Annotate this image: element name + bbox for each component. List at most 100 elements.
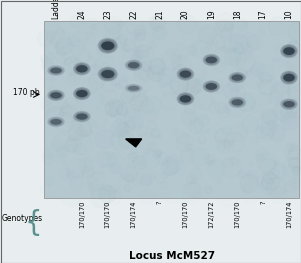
- Ellipse shape: [125, 59, 143, 71]
- Text: 21: 21: [155, 9, 164, 19]
- Ellipse shape: [284, 47, 294, 55]
- Ellipse shape: [282, 100, 296, 109]
- Ellipse shape: [48, 90, 64, 100]
- Text: 10: 10: [284, 9, 293, 19]
- Ellipse shape: [127, 61, 141, 70]
- Ellipse shape: [180, 95, 191, 103]
- Ellipse shape: [176, 92, 194, 105]
- Ellipse shape: [76, 65, 87, 73]
- Ellipse shape: [229, 97, 245, 108]
- Ellipse shape: [74, 63, 89, 74]
- Polygon shape: [126, 139, 142, 147]
- Text: 23: 23: [103, 9, 112, 19]
- Ellipse shape: [204, 55, 219, 65]
- Ellipse shape: [76, 113, 88, 120]
- Ellipse shape: [50, 118, 62, 125]
- Ellipse shape: [178, 93, 193, 104]
- Ellipse shape: [281, 44, 297, 58]
- Ellipse shape: [101, 69, 115, 79]
- Ellipse shape: [231, 73, 244, 82]
- Ellipse shape: [127, 85, 141, 92]
- Ellipse shape: [281, 45, 296, 57]
- Ellipse shape: [48, 117, 64, 127]
- Ellipse shape: [99, 68, 116, 80]
- Ellipse shape: [282, 46, 296, 57]
- Text: 19: 19: [207, 9, 216, 19]
- Text: 18: 18: [233, 9, 242, 19]
- Ellipse shape: [281, 99, 296, 109]
- Ellipse shape: [228, 72, 246, 83]
- Ellipse shape: [203, 54, 219, 66]
- Ellipse shape: [47, 65, 65, 76]
- Ellipse shape: [281, 71, 297, 84]
- Text: ?: ?: [260, 201, 266, 205]
- Ellipse shape: [231, 74, 243, 81]
- Ellipse shape: [178, 69, 193, 80]
- Ellipse shape: [100, 68, 116, 80]
- Ellipse shape: [283, 100, 295, 108]
- Ellipse shape: [49, 91, 63, 100]
- Ellipse shape: [74, 112, 89, 122]
- Ellipse shape: [205, 82, 218, 91]
- Ellipse shape: [283, 101, 295, 107]
- Ellipse shape: [99, 39, 116, 53]
- Text: Ladder: Ladder: [51, 0, 61, 19]
- Ellipse shape: [76, 64, 88, 73]
- Ellipse shape: [283, 47, 295, 55]
- Ellipse shape: [180, 95, 191, 103]
- Ellipse shape: [280, 70, 298, 85]
- Ellipse shape: [50, 68, 62, 73]
- Text: 170/170: 170/170: [79, 201, 85, 229]
- Text: 170 pb: 170 pb: [13, 88, 40, 97]
- Ellipse shape: [73, 62, 91, 75]
- Ellipse shape: [50, 67, 62, 74]
- Ellipse shape: [74, 63, 90, 75]
- Ellipse shape: [73, 87, 91, 100]
- Ellipse shape: [74, 88, 89, 99]
- Ellipse shape: [48, 90, 64, 101]
- Text: ?: ?: [157, 201, 163, 205]
- Ellipse shape: [180, 70, 191, 78]
- Ellipse shape: [50, 92, 62, 99]
- Ellipse shape: [283, 73, 295, 83]
- Ellipse shape: [177, 93, 194, 105]
- Ellipse shape: [206, 57, 217, 63]
- Ellipse shape: [205, 55, 218, 65]
- Ellipse shape: [48, 118, 64, 126]
- Ellipse shape: [283, 74, 295, 82]
- Ellipse shape: [101, 40, 115, 51]
- Text: 170/170: 170/170: [182, 201, 188, 229]
- Ellipse shape: [76, 65, 88, 72]
- Ellipse shape: [76, 89, 88, 98]
- Text: 172/172: 172/172: [208, 201, 214, 229]
- Text: 24: 24: [77, 9, 86, 19]
- Text: Genotypes: Genotypes: [2, 214, 43, 223]
- Text: 17: 17: [259, 9, 268, 19]
- Ellipse shape: [128, 86, 139, 91]
- Ellipse shape: [75, 64, 89, 74]
- Ellipse shape: [202, 54, 220, 66]
- Ellipse shape: [126, 84, 142, 92]
- Ellipse shape: [281, 72, 296, 84]
- Bar: [44, 21, 299, 198]
- Ellipse shape: [280, 44, 298, 58]
- Ellipse shape: [100, 40, 116, 52]
- Text: 22: 22: [129, 9, 138, 19]
- Ellipse shape: [102, 70, 114, 79]
- Ellipse shape: [101, 70, 114, 78]
- Ellipse shape: [205, 82, 217, 91]
- Ellipse shape: [49, 118, 63, 126]
- Ellipse shape: [205, 56, 217, 64]
- Text: {: {: [24, 209, 42, 236]
- Ellipse shape: [98, 38, 117, 53]
- Ellipse shape: [76, 113, 88, 120]
- Ellipse shape: [126, 84, 141, 92]
- Ellipse shape: [75, 89, 89, 99]
- Ellipse shape: [176, 68, 194, 81]
- Ellipse shape: [231, 99, 243, 106]
- Ellipse shape: [179, 94, 192, 104]
- Ellipse shape: [231, 98, 244, 107]
- Ellipse shape: [101, 41, 114, 50]
- Ellipse shape: [76, 90, 87, 98]
- Ellipse shape: [229, 72, 245, 83]
